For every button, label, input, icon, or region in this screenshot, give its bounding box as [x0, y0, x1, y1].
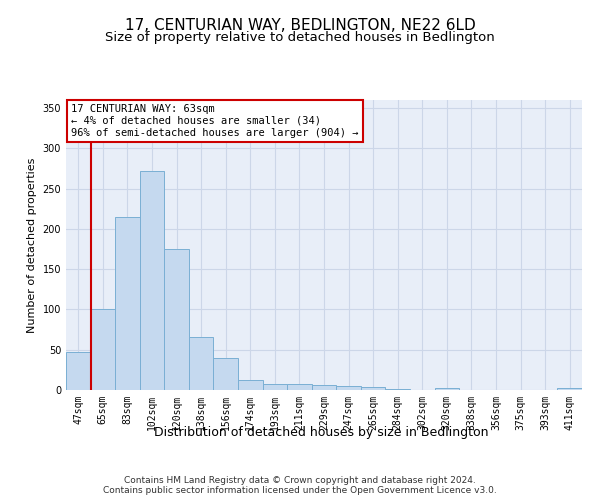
Bar [336, 386, 361, 390]
Bar [189, 337, 214, 390]
Bar [312, 385, 336, 390]
Bar [91, 308, 115, 390]
Text: Distribution of detached houses by size in Bedlington: Distribution of detached houses by size … [154, 426, 488, 439]
Bar [385, 389, 410, 390]
Bar [263, 384, 287, 390]
Bar [115, 217, 140, 390]
Text: Size of property relative to detached houses in Bedlington: Size of property relative to detached ho… [105, 31, 495, 44]
Bar [66, 352, 91, 390]
Bar [238, 380, 263, 390]
Bar [164, 249, 189, 390]
Bar [434, 388, 459, 390]
Text: 17, CENTURIAN WAY, BEDLINGTON, NE22 6LD: 17, CENTURIAN WAY, BEDLINGTON, NE22 6LD [125, 18, 475, 32]
Y-axis label: Number of detached properties: Number of detached properties [27, 158, 37, 332]
Bar [214, 358, 238, 390]
Bar [140, 171, 164, 390]
Text: 17 CENTURIAN WAY: 63sqm
← 4% of detached houses are smaller (34)
96% of semi-det: 17 CENTURIAN WAY: 63sqm ← 4% of detached… [71, 104, 359, 138]
Bar [557, 388, 582, 390]
Text: Contains HM Land Registry data © Crown copyright and database right 2024.
Contai: Contains HM Land Registry data © Crown c… [103, 476, 497, 495]
Bar [287, 384, 312, 390]
Bar [361, 387, 385, 390]
